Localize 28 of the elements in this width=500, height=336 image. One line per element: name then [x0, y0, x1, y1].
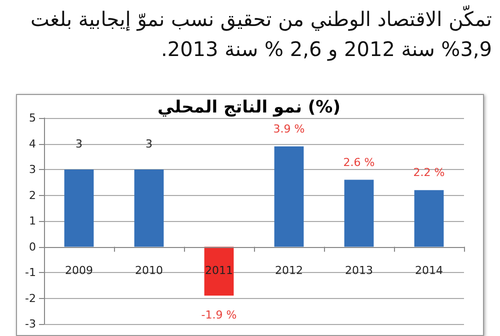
- data-label: 2.2 %: [413, 166, 445, 180]
- bar: [134, 170, 164, 247]
- y-tick-label: -3: [25, 318, 36, 330]
- data-label: 3.9 %: [273, 122, 305, 136]
- y-tick-label: 5: [29, 112, 36, 124]
- data-label: 2.6 %: [343, 156, 375, 169]
- x-tick-label: 2011: [205, 264, 233, 277]
- chart-title: نمو الناتج المحلي (%): [158, 98, 340, 118]
- data-label: 3: [146, 138, 152, 150]
- data-label: -1.9 %: [201, 308, 237, 322]
- bar: [64, 170, 94, 247]
- bar: [274, 146, 304, 247]
- y-tick-label: 0: [29, 240, 36, 254]
- y-tick-label: 4: [29, 137, 36, 150]
- bar: [414, 190, 444, 247]
- bar: [344, 180, 374, 247]
- y-tick-label: 2: [29, 188, 36, 202]
- x-tick-label: 2012: [275, 264, 303, 277]
- y-tick-label: 1: [29, 214, 36, 228]
- y-tick-label: -1: [25, 266, 36, 279]
- data-label: 3: [76, 138, 82, 150]
- text: تمكّن الاقتصاد الوطني من تحقيق نسب نموّ إيجابية بلغت 3,9% سنة 2012 و 2,6 % سنة 2013.: [30, 4, 492, 63]
- x-tick-label: 2013: [345, 264, 373, 277]
- y-tick-label: -2: [25, 292, 36, 305]
- y-tick-label: 3: [29, 163, 36, 176]
- x-tick-label: 2010: [135, 264, 163, 277]
- x-tick-label: 2014: [415, 264, 443, 277]
- x-tick-label: 2009: [65, 264, 93, 277]
